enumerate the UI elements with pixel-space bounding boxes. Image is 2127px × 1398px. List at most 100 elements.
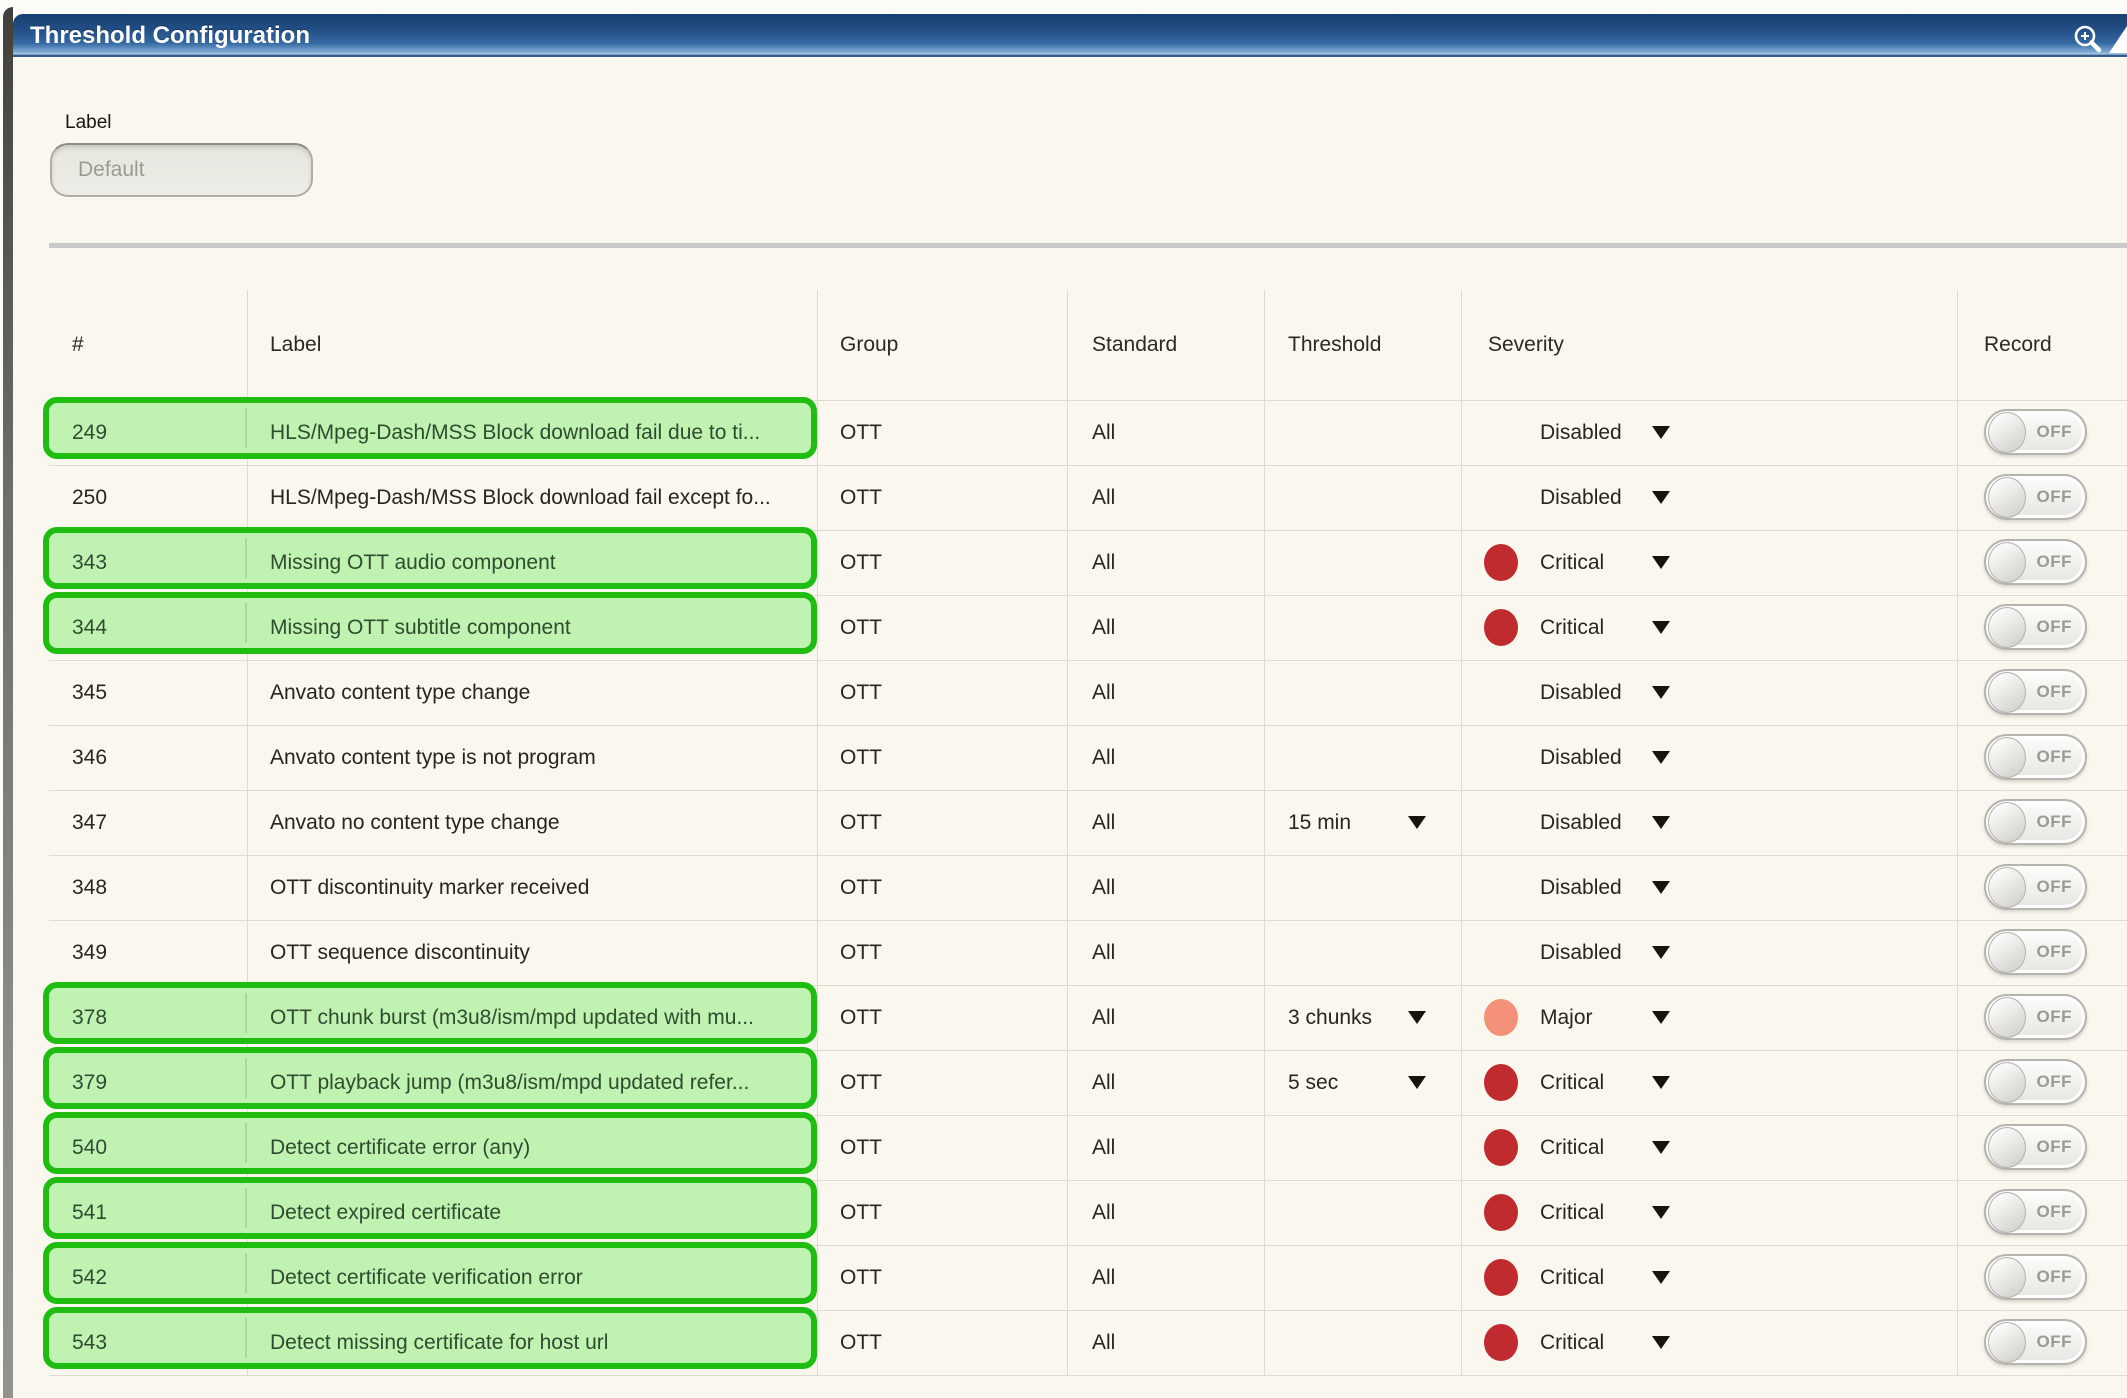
severity-dropdown-caret-icon[interactable] [1652, 881, 1670, 894]
cell-id: 543 [72, 1331, 108, 1354]
record-toggle[interactable]: OFF [1984, 864, 2087, 910]
severity-dropdown-caret-icon[interactable] [1652, 1141, 1670, 1154]
zoom-in-icon[interactable] [2070, 21, 2110, 61]
severity-dropdown-caret-icon[interactable] [1652, 491, 1670, 504]
cell-id: 348 [72, 876, 108, 899]
severity-dropdown-caret-icon[interactable] [1652, 751, 1670, 764]
severity-color-dot [1484, 609, 1518, 646]
record-toggle[interactable]: OFF [1984, 1319, 2087, 1365]
row-highlight-divider [245, 1318, 247, 1358]
record-toggle-state-label: OFF [2036, 487, 2072, 506]
severity-dropdown-caret-icon[interactable] [1652, 621, 1670, 634]
section-divider [49, 243, 2127, 248]
cell-label: Missing OTT subtitle component [270, 616, 571, 639]
severity-dropdown-caret-icon[interactable] [1652, 426, 1670, 439]
severity-dropdown-value[interactable]: Critical [1540, 1136, 1605, 1159]
severity-dropdown-caret-icon[interactable] [1652, 1271, 1670, 1284]
row-highlight [43, 1047, 817, 1109]
table-row: 542 Detect certificate verification erro… [43, 1242, 2127, 1310]
record-toggle-state-label: OFF [2036, 1202, 2072, 1221]
record-toggle-knob [1988, 607, 2026, 648]
severity-dropdown-caret-icon[interactable] [1652, 686, 1670, 699]
severity-dropdown-caret-icon[interactable] [1652, 1011, 1670, 1024]
cell-standard: All [1092, 1136, 1116, 1159]
record-toggle-state-label: OFF [2036, 422, 2072, 441]
cell-standard: All [1092, 616, 1116, 639]
record-toggle-knob [1988, 867, 2026, 908]
threshold-dropdown-value[interactable]: 15 min [1288, 811, 1352, 834]
column-header-group: Group [840, 333, 899, 356]
severity-dropdown-value[interactable]: Critical [1540, 1266, 1605, 1289]
record-toggle-knob [1988, 737, 2026, 778]
table-row: 349 OTT sequence discontinuity OTT All D… [49, 920, 2127, 985]
severity-dropdown-value[interactable]: Disabled [1540, 681, 1622, 704]
cell-id: 343 [72, 551, 108, 574]
severity-dropdown-caret-icon[interactable] [1652, 556, 1670, 569]
severity-dropdown-value[interactable]: Critical [1540, 616, 1605, 639]
label-input[interactable]: Default [50, 143, 313, 197]
severity-dropdown-value[interactable]: Critical [1540, 551, 1605, 574]
cell-standard: All [1092, 551, 1116, 574]
threshold-dropdown-caret-icon[interactable] [1408, 816, 1426, 829]
record-toggle[interactable]: OFF [1984, 994, 2087, 1040]
row-highlight [43, 592, 817, 654]
table-row: 250 HLS/Mpeg-Dash/MSS Block download fai… [49, 465, 2127, 530]
row-highlight-divider [245, 603, 247, 643]
severity-dropdown-value[interactable]: Disabled [1540, 941, 1622, 964]
cell-standard: All [1092, 746, 1116, 769]
severity-dropdown-value[interactable]: Major [1540, 1006, 1593, 1029]
record-toggle-knob [1988, 412, 2026, 453]
cell-standard: All [1092, 486, 1116, 509]
cell-group: OTT [840, 1331, 882, 1354]
record-toggle[interactable]: OFF [1984, 409, 2087, 455]
table-row: 344 Missing OTT subtitle component OTT A… [43, 592, 2127, 660]
severity-dropdown-caret-icon[interactable] [1652, 1336, 1670, 1349]
record-toggle[interactable]: OFF [1984, 669, 2087, 715]
cell-group: OTT [840, 681, 882, 704]
record-toggle-state-label: OFF [2036, 812, 2072, 831]
severity-dropdown-value[interactable]: Disabled [1540, 746, 1622, 769]
cell-id: 540 [72, 1136, 108, 1159]
record-toggle-state-label: OFF [2036, 552, 2072, 571]
record-toggle[interactable]: OFF [1984, 1254, 2087, 1300]
record-toggle[interactable]: OFF [1984, 1189, 2087, 1235]
severity-dropdown-caret-icon[interactable] [1652, 816, 1670, 829]
severity-dropdown-value[interactable]: Disabled [1540, 486, 1622, 509]
cell-standard: All [1092, 811, 1116, 834]
cell-id: 347 [72, 811, 108, 834]
record-toggle[interactable]: OFF [1984, 929, 2087, 975]
cell-label: Detect certificate error (any) [270, 1136, 531, 1159]
severity-dropdown-value[interactable]: Disabled [1540, 421, 1622, 444]
record-toggle[interactable]: OFF [1984, 1059, 2087, 1105]
record-toggle-knob [1988, 542, 2026, 583]
record-toggle-knob [1988, 672, 2026, 713]
severity-dropdown-value[interactable]: Disabled [1540, 876, 1622, 899]
severity-dropdown-caret-icon[interactable] [1652, 1076, 1670, 1089]
severity-dropdown-value[interactable]: Disabled [1540, 811, 1622, 834]
severity-dropdown-value[interactable]: Critical [1540, 1331, 1605, 1354]
record-toggle[interactable]: OFF [1984, 604, 2087, 650]
record-toggle-state-label: OFF [2036, 877, 2072, 896]
cell-label: HLS/Mpeg-Dash/MSS Block download fail du… [270, 421, 761, 444]
record-toggle-knob [1988, 1062, 2026, 1103]
record-toggle[interactable]: OFF [1984, 799, 2087, 845]
record-toggle-state-label: OFF [2036, 1267, 2072, 1286]
record-toggle[interactable]: OFF [1984, 474, 2087, 520]
cell-group: OTT [840, 421, 882, 444]
severity-dropdown-value[interactable]: Critical [1540, 1201, 1605, 1224]
row-highlight-divider [245, 1188, 247, 1228]
threshold-dropdown-value[interactable]: 3 chunks [1288, 1006, 1373, 1029]
record-toggle[interactable]: OFF [1984, 734, 2087, 780]
severity-dropdown-value[interactable]: Critical [1540, 1071, 1605, 1094]
threshold-dropdown-caret-icon[interactable] [1408, 1011, 1426, 1024]
record-toggle[interactable]: OFF [1984, 1124, 2087, 1170]
cell-standard: All [1092, 1266, 1116, 1289]
column-header-standard: Standard [1092, 333, 1178, 356]
threshold-dropdown-caret-icon[interactable] [1408, 1076, 1426, 1089]
cell-id: 249 [72, 421, 108, 444]
record-toggle[interactable]: OFF [1984, 539, 2087, 585]
severity-dropdown-caret-icon[interactable] [1652, 1206, 1670, 1219]
threshold-dropdown-value[interactable]: 5 sec [1288, 1071, 1339, 1094]
severity-dropdown-caret-icon[interactable] [1652, 946, 1670, 959]
severity-color-dot [1484, 1194, 1518, 1231]
